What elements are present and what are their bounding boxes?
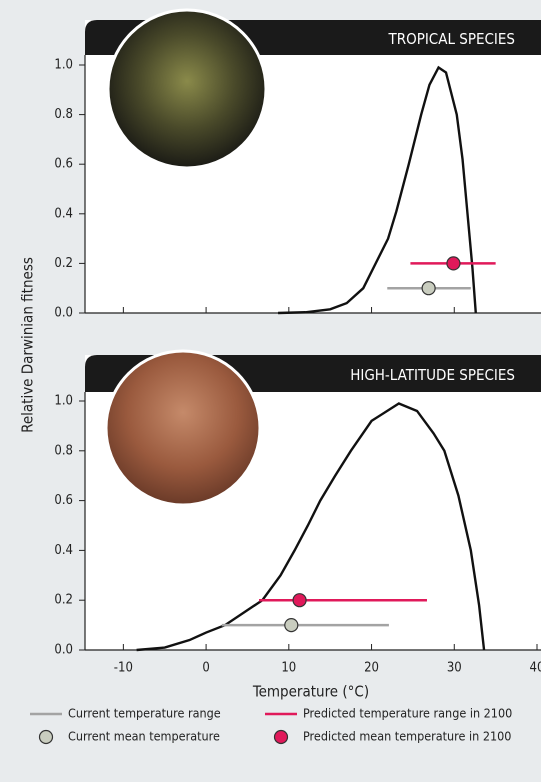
fitness-curve <box>278 65 477 315</box>
y-tick-label: 0.0 <box>54 643 73 658</box>
legend-label: Current mean temperature <box>68 729 220 744</box>
legend-label: Current temperature range <box>68 706 221 721</box>
y-axis-label: Relative Darwinian fitness <box>19 257 37 433</box>
predicted-mean <box>292 593 307 608</box>
y-tick-label: 0.4 <box>54 206 73 221</box>
panel-title: HIGH-LATITUDE SPECIES <box>350 366 515 384</box>
y-tick-label: 0.6 <box>54 493 73 508</box>
legend-dot <box>38 729 54 745</box>
y-tick-label: 0.8 <box>54 443 73 458</box>
current-mean <box>421 281 436 296</box>
x-axis-label: Temperature (°C) <box>252 683 369 701</box>
photo <box>106 8 268 170</box>
y-tick-label: 1.0 <box>54 394 73 409</box>
y-tick-label: 0.8 <box>54 107 73 122</box>
photo <box>104 349 262 507</box>
y-tick-label: 1.0 <box>54 58 73 73</box>
x-tick-label: 20 <box>364 661 379 676</box>
legend-label: Predicted temperature range in 2100 <box>303 706 512 721</box>
y-tick-label: 0.6 <box>54 157 73 172</box>
fitness-curve <box>136 402 486 652</box>
x-tick-label: -10 <box>114 661 133 676</box>
x-tick-label: 40 <box>530 661 541 676</box>
x-tick-label: 30 <box>447 661 462 676</box>
x-tick-label: 10 <box>281 661 296 676</box>
legend-dot <box>273 729 289 745</box>
y-tick-label: 0.4 <box>54 543 73 558</box>
panel-title: TROPICAL SPECIES <box>387 30 515 48</box>
predicted-mean <box>446 256 461 271</box>
current-mean <box>284 617 299 633</box>
y-tick-label: 0.0 <box>54 306 73 321</box>
y-tick-label: 0.2 <box>54 593 73 608</box>
legend-label: Predicted mean temperature in 2100 <box>303 729 511 744</box>
y-tick-label: 0.2 <box>54 256 73 271</box>
x-tick-label: 0 <box>202 661 209 676</box>
